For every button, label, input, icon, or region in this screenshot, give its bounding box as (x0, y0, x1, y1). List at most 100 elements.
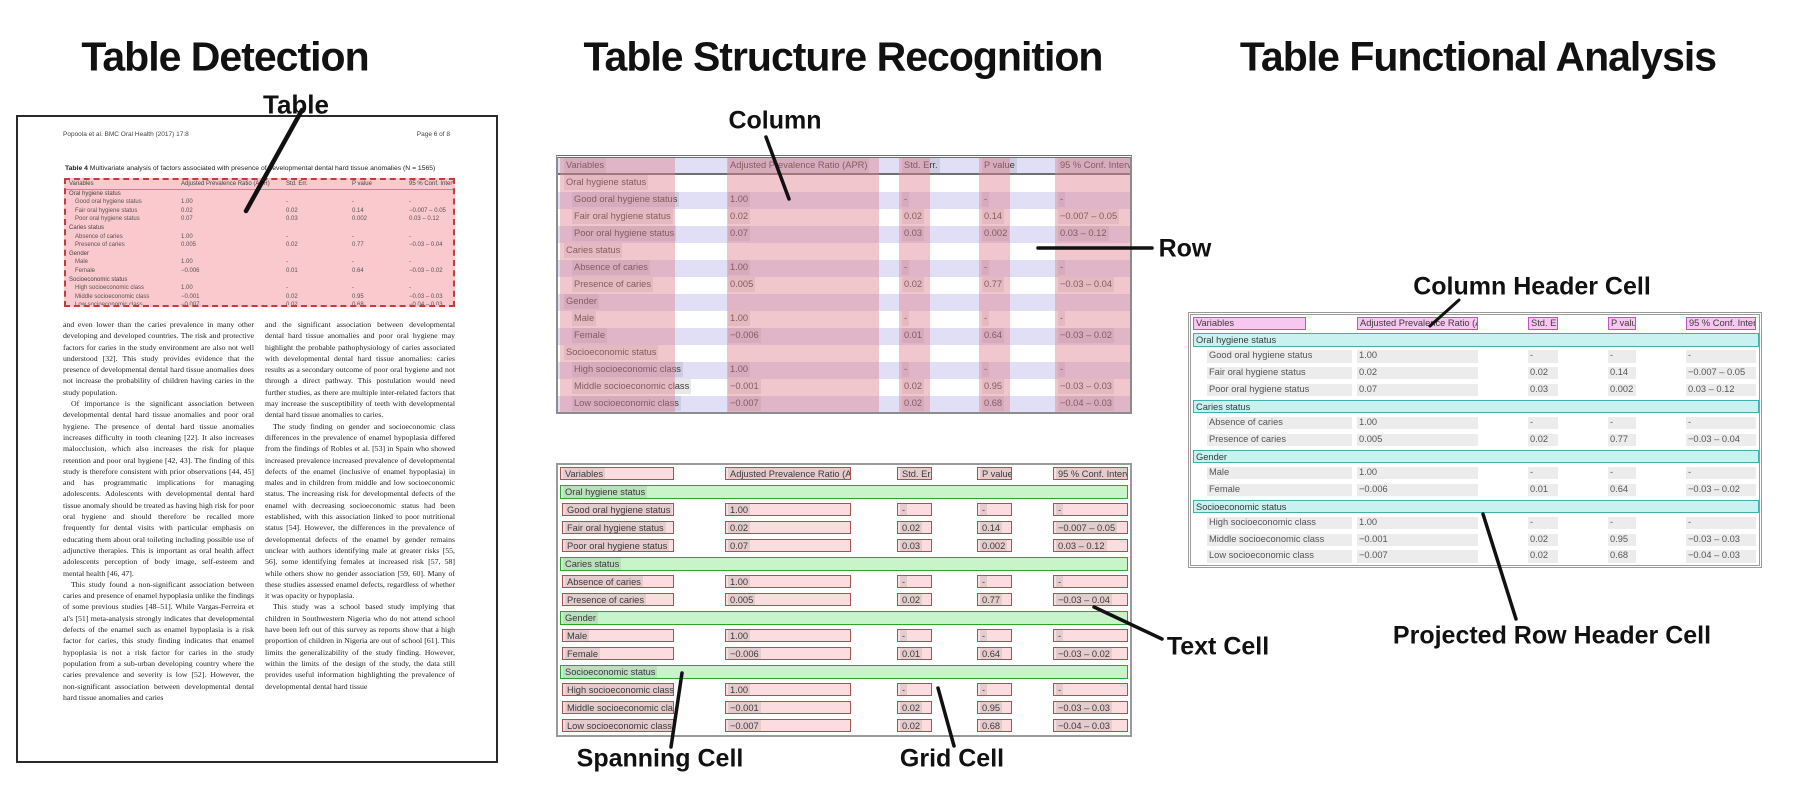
column-header-cell: Std. Err. (1528, 317, 1558, 330)
cell-text: 0.07 (728, 540, 751, 551)
text-cell: 0.14 (1608, 366, 1636, 380)
cells-row: Low socioeconomic class −0.007 0.02 0.68 −0.… (558, 717, 1130, 735)
text-cell: −0.007 – 0.05 (1053, 521, 1128, 534)
text-cell: 0.95 (977, 701, 1012, 714)
text-cell: −0.007 – 0.05 (1686, 366, 1756, 380)
detected-table-region: Variables Adjusted Prevalence Ratio (APR)… (64, 178, 455, 307)
panel-title-functional-analysis: Table Functional Analysis (1239, 33, 1717, 80)
mini-cell-text: 0.02 (286, 207, 298, 214)
structure-row: Variables Adjusted Prevalence Ratio (APR)… (558, 158, 1130, 175)
structure-cell-text: 95 % Conf. Interval (1058, 158, 1130, 173)
mini-cell-text: −0.03 – 0.04 (409, 242, 443, 249)
mini-cell-text: 95 % Conf. Interval (409, 181, 455, 187)
cell-text: 0.02 (900, 702, 923, 713)
structure-cell-text: Male (572, 311, 597, 326)
column-band (727, 158, 879, 412)
cell-text: 0.03 (900, 540, 923, 551)
mini-table-row: Socioeconomic status (66, 276, 453, 285)
mini-cell-text: −0.04 – 0.03 (409, 302, 443, 307)
text-cell: −0.007 (1357, 550, 1478, 563)
text-cell: −0.03 – 0.03 (1686, 533, 1756, 547)
text-cell: 0.002 (977, 539, 1012, 552)
body-column-left: and even lower than the caries prevalenc… (63, 319, 254, 739)
cell-text: −0.007 – 0.05 (1056, 522, 1118, 533)
cell-text: 0.03 – 0.12 (1056, 540, 1107, 551)
structure-cell-text: High socioeconomic class (572, 362, 683, 377)
projected-row-header-cell: Gender (1193, 449, 1759, 464)
text-cell: 0.01 (897, 647, 932, 660)
functional-row: Male 1.00 - - - (1191, 465, 1759, 482)
structure-cell-text: Adjusted Prevalence Ratio (APR) (728, 158, 870, 173)
cells-row: Socioeconomic status (558, 663, 1130, 681)
mini-cell-text: P value (352, 181, 372, 187)
structure-row: Gender (558, 294, 1130, 311)
text-cell: 0.02 (1528, 366, 1558, 380)
functional-row: Poor oral hygiene status 0.07 0.03 0.002 0.0… (1191, 382, 1759, 399)
functional-row: Good oral hygiene status 1.00 - - - (1191, 348, 1759, 365)
grid-cell: - (977, 683, 1012, 696)
text-cell: 1.00 (725, 629, 851, 642)
text-cell: - (1686, 416, 1756, 430)
text-cell: Female (562, 647, 674, 660)
structure-cell-text: - (1058, 260, 1066, 275)
text-cell: 0.95 (1608, 533, 1636, 547)
cell-text: 0.002 (980, 540, 1008, 551)
cell-text: - (900, 576, 908, 587)
projected-row-header-cell: Oral hygiene status (1193, 333, 1759, 347)
cells-row: Poor oral hygiene status 0.07 0.03 0.002 0.0… (558, 537, 1130, 555)
mini-cell-text: Fair oral hygiene status (75, 207, 138, 214)
structure-row: Fair oral hygiene status 0.02 0.02 0.14 −0.0… (558, 209, 1130, 226)
text-cell: 0.77 (1608, 433, 1636, 447)
structure-cell-text: 0.002 (982, 226, 1010, 241)
cell-text: - (980, 630, 988, 641)
text-cell: 0.02 (897, 521, 932, 534)
text-cell: 0.02 (1528, 533, 1558, 547)
structure-cell-text: 0.02 (902, 277, 925, 292)
document-header-page-number: Page 6 of 8 (416, 131, 450, 138)
text-cell: Presence of caries (562, 593, 674, 606)
mini-cell-text: 0.77 (352, 242, 364, 249)
structure-cell-text: 0.02 (728, 209, 751, 224)
text-cell: High socioeconomic class (562, 683, 674, 696)
structure-cell-text: 0.14 (982, 209, 1005, 224)
mini-table-row: Poor oral hygiene status 0.07 0.03 0.002 0.0… (66, 215, 453, 224)
mini-cell-text: Low socioeconomic class (75, 302, 143, 307)
grid-cell: - (1053, 575, 1128, 588)
mini-cell-text: Caries status (69, 224, 105, 231)
mini-table-row: Gender (66, 250, 453, 259)
cell-text: - (1056, 504, 1064, 515)
text-cell: 0.03 (1528, 383, 1558, 397)
mini-table-row: Variables Adjusted Prevalence Ratio (APR)… (66, 180, 453, 190)
structure-cell-text: −0.04 – 0.03 (1058, 396, 1114, 411)
cell-text: −0.007 (728, 720, 761, 731)
structure-row: Male 1.00 - - - (558, 311, 1130, 328)
cell-text: 0.77 (980, 594, 1003, 605)
mini-cell-text: Std. Err. (286, 181, 308, 187)
structure-cell-text: 0.01 (902, 328, 925, 343)
cell-text: 0.95 (980, 702, 1003, 713)
cell-text: Fair oral hygiene status (565, 522, 666, 533)
text-cell: 0.77 (977, 593, 1012, 606)
text-cell: 0.02 (897, 719, 932, 732)
cells-row: Female −0.006 0.01 0.64 −0.03 – 0.02 (558, 645, 1130, 663)
column-header-cell: 95 % Conf. Interval (1686, 317, 1756, 330)
cell-text: - (1056, 576, 1064, 587)
mini-table-row: Presence of caries 0.005 0.02 0.77 −0.03 – 0… (66, 241, 453, 250)
cell-text: - (1056, 630, 1064, 641)
cells-row: Caries status (558, 555, 1130, 573)
cell-text: - (1056, 684, 1064, 695)
text-cell: 1.00 (1357, 466, 1478, 480)
functional-row: Oral hygiene status (1191, 332, 1759, 349)
text-cell: Poor oral hygiene status (562, 539, 674, 552)
column-band (899, 158, 930, 412)
table-caption-text: Multivariate analysis of factors associa… (87, 165, 436, 172)
text-cell: 0.02 (1357, 366, 1478, 380)
cell-text: −0.04 – 0.03 (1056, 720, 1112, 731)
cell-text: 0.02 (900, 594, 923, 605)
structure-cell-text: Oral hygiene status (564, 175, 649, 190)
cell-text: 1.00 (728, 684, 751, 695)
structure-cell-text: - (1058, 192, 1066, 207)
mini-cell-text: 0.03 (286, 216, 298, 223)
structure-cell-text: Variables (564, 158, 607, 173)
